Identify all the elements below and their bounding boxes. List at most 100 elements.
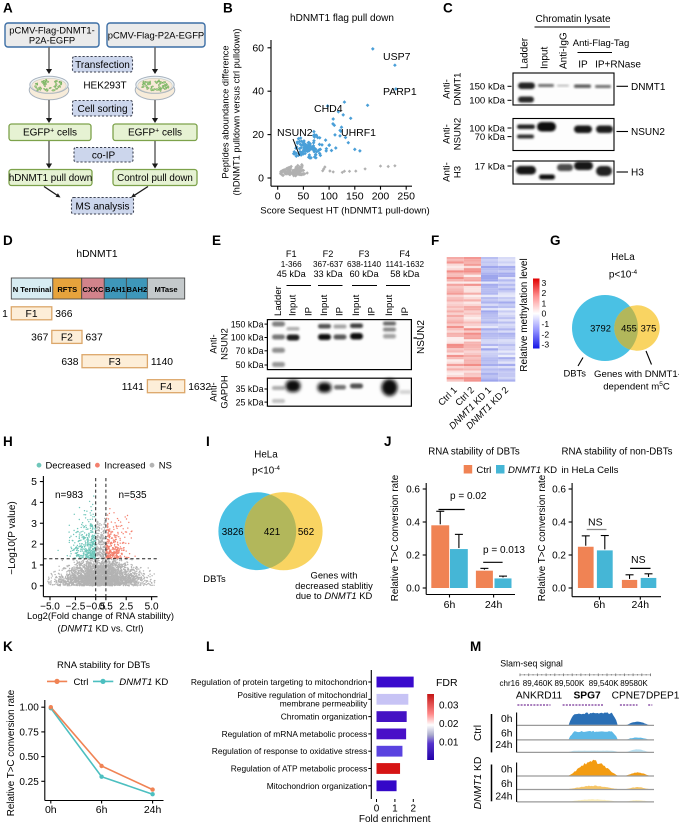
svg-text:Input: Input	[384, 294, 395, 316]
svg-text:0: 0	[258, 173, 264, 185]
svg-text:4: 4	[31, 497, 37, 509]
svg-text:CHD4: CHD4	[314, 103, 343, 115]
svg-text:USP7: USP7	[383, 51, 411, 63]
svg-text:250: 250	[397, 191, 415, 203]
svg-text:0: 0	[542, 309, 547, 319]
svg-text:F3: F3	[359, 249, 370, 259]
svg-text:366: 366	[55, 309, 72, 320]
svg-text:150: 150	[346, 191, 364, 203]
svg-text:58 kDa: 58 kDa	[390, 269, 420, 279]
svg-text:0: 0	[275, 191, 281, 203]
svg-text:-1: -1	[542, 319, 550, 329]
svg-text:1140: 1140	[151, 357, 173, 368]
svg-text:367-637: 367-637	[313, 260, 343, 269]
svg-text:NSUN2: NSUN2	[453, 118, 464, 151]
svg-text:50: 50	[298, 191, 310, 203]
svg-text:100 kDa: 100 kDa	[231, 333, 264, 343]
svg-text:NSUN2: NSUN2	[416, 320, 427, 354]
svg-text:N Terminal: N Terminal	[13, 285, 52, 294]
svg-text:638-1140: 638-1140	[347, 260, 381, 269]
svg-text:H: H	[3, 434, 13, 449]
svg-text:CXXC: CXXC	[82, 285, 104, 294]
svg-text:1: 1	[542, 298, 547, 308]
svg-text:IP: IP	[335, 307, 346, 316]
svg-text:GAPDH: GAPDH	[219, 375, 230, 408]
svg-text:IP: IP	[578, 60, 588, 71]
svg-text:Input: Input	[319, 294, 330, 316]
svg-text:2: 2	[542, 288, 547, 298]
svg-text:F4: F4	[399, 249, 410, 259]
svg-text:IP: IP	[400, 307, 411, 316]
svg-text:IP: IP	[304, 307, 315, 316]
svg-text:5: 5	[31, 476, 37, 488]
svg-text:33 kDa: 33 kDa	[313, 269, 343, 279]
svg-text:Anti-: Anti-	[442, 124, 453, 144]
svg-text:EGFP+ cells: EGFP+ cells	[23, 127, 77, 138]
svg-text:RFTS: RFTS	[57, 285, 77, 294]
svg-text:2: 2	[31, 539, 37, 551]
svg-text:Peptides aboundance difference: Peptides aboundance difference	[221, 45, 231, 178]
svg-text:hDNMT1 pull down: hDNMT1 pull down	[9, 173, 92, 184]
svg-text:F1: F1	[26, 309, 38, 320]
svg-text:F3: F3	[109, 357, 121, 368]
svg-text:IP: IP	[367, 307, 378, 316]
svg-text:UHRF1: UHRF1	[341, 127, 376, 139]
svg-text:P2A-EGFP: P2A-EGFP	[29, 35, 75, 46]
svg-text:B: B	[223, 1, 233, 16]
svg-text:100: 100	[320, 191, 338, 203]
svg-text:Chromatin lysate: Chromatin lysate	[535, 14, 610, 25]
svg-text:Input: Input	[288, 294, 299, 316]
svg-text:Decreased: Decreased	[46, 460, 91, 471]
svg-text:375: 375	[641, 323, 657, 334]
svg-text:pCMV-Flag-P2A-EGFP: pCMV-Flag-P2A-EGFP	[108, 30, 204, 41]
svg-text:hDNMT1 flag pull down: hDNMT1 flag pull down	[290, 13, 394, 24]
svg-text:F2: F2	[323, 249, 334, 259]
svg-text:638: 638	[61, 357, 78, 368]
svg-text:3: 3	[542, 278, 547, 288]
svg-text:150 kDa: 150 kDa	[469, 82, 505, 93]
svg-text:3: 3	[31, 518, 37, 530]
svg-text:NSUN2: NSUN2	[219, 328, 230, 360]
svg-text:20: 20	[252, 129, 264, 141]
svg-text:367: 367	[31, 333, 48, 344]
svg-text:F1: F1	[286, 249, 297, 259]
svg-text:MTase: MTase	[155, 285, 178, 294]
svg-text:F2: F2	[61, 333, 73, 344]
svg-text:45 kDa: 45 kDa	[277, 269, 307, 279]
svg-text:100 kDa: 100 kDa	[469, 96, 505, 107]
svg-text:3792: 3792	[590, 323, 611, 334]
svg-text:EGFP+ cells: EGFP+ cells	[128, 127, 182, 138]
svg-text:IP+RNase: IP+RNase	[595, 60, 641, 71]
svg-text:H3: H3	[631, 168, 644, 179]
svg-text:60 kDa: 60 kDa	[349, 269, 379, 279]
svg-text:Ladder: Ladder	[273, 285, 284, 316]
svg-text:A: A	[3, 1, 13, 16]
svg-text:70 kDa: 70 kDa	[236, 346, 264, 356]
svg-text:hDNMT1: hDNMT1	[76, 249, 117, 260]
svg-text:G: G	[550, 233, 561, 248]
svg-text:HEK293T: HEK293T	[83, 81, 126, 92]
svg-text:co-IP: co-IP	[92, 150, 116, 161]
svg-text:25 kDa: 25 kDa	[236, 397, 264, 407]
svg-text:NSUN2: NSUN2	[631, 127, 665, 138]
svg-text:NSUN2: NSUN2	[277, 127, 313, 139]
svg-text:Increased: Increased	[104, 460, 145, 471]
svg-text:Transfection: Transfection	[75, 60, 130, 71]
svg-text:BAH1: BAH1	[105, 285, 126, 294]
svg-text:HeLa: HeLa	[611, 252, 635, 263]
svg-text:0: 0	[31, 580, 37, 592]
svg-text:Anti-IgG: Anti-IgG	[559, 32, 570, 69]
svg-text:637: 637	[86, 333, 103, 344]
svg-text:Anti-: Anti-	[208, 382, 219, 401]
svg-text:Anti-Flag-Tag: Anti-Flag-Tag	[573, 38, 630, 49]
svg-text:455: 455	[621, 323, 637, 334]
svg-text:40: 40	[252, 86, 264, 98]
svg-text:DBTs: DBTs	[564, 368, 587, 379]
svg-text:1-366: 1-366	[281, 260, 302, 269]
svg-text:Cell sorting: Cell sorting	[77, 104, 127, 115]
svg-text:Control pull down: Control pull down	[117, 173, 193, 184]
svg-text:Score Sequest HT (hDNMT1 pull-: Score Sequest HT (hDNMT1 pull-down)	[260, 206, 429, 217]
svg-text:Anti-: Anti-	[208, 334, 219, 353]
svg-text:200: 200	[372, 191, 390, 203]
svg-text:-2: -2	[542, 329, 550, 339]
